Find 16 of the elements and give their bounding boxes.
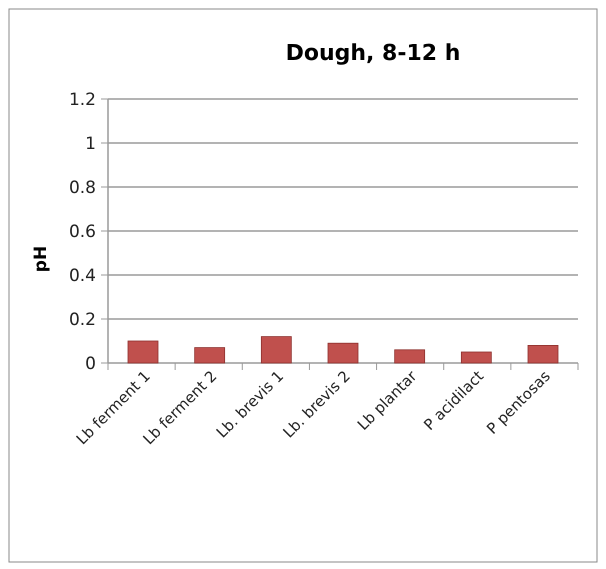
y-tick-label: 0.2 (68, 310, 96, 330)
bar (128, 340, 158, 364)
y-tick-label: 0.6 (68, 222, 96, 242)
bar (260, 336, 292, 364)
y-tick-label: 0.8 (68, 178, 96, 198)
bar (328, 342, 358, 364)
bar (528, 345, 558, 364)
chart-title: Dough, 8-12 h (286, 41, 460, 66)
y-axis-title: pH (31, 246, 51, 272)
y-tick-label: 0 (85, 354, 96, 374)
y-tick-label: 1 (85, 134, 96, 154)
bar (460, 352, 492, 364)
bar (194, 347, 226, 364)
y-tick-label: 1.2 (68, 90, 96, 110)
bar (394, 349, 426, 364)
y-tick-label: 0.4 (68, 266, 96, 286)
